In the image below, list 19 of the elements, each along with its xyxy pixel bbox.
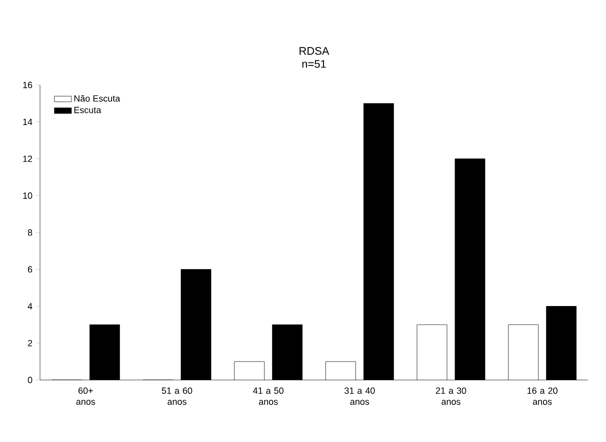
chart-subtitle: n=51	[302, 60, 326, 68]
y-tick-label: 16	[23, 82, 32, 88]
y-tick-label: 10	[23, 192, 32, 199]
y-tick-label: 14	[23, 118, 32, 125]
y-tick-label: 2	[28, 340, 32, 346]
x-tick-label: 60+ anos	[76, 387, 96, 405]
x-tick-label: 21 a 30 anos	[436, 387, 466, 405]
x-tick-label: 16 a 20 anos	[528, 387, 558, 405]
y-tick-label: 6	[28, 266, 32, 273]
chart-title: RDSA	[300, 47, 330, 55]
x-tick-label: 51 a 60 anos	[162, 387, 192, 405]
y-tick-label: 0	[28, 376, 32, 384]
legend-label: Não Escuta	[74, 95, 120, 102]
y-tick-label: 12	[23, 156, 32, 162]
y-tick-label: 8	[28, 229, 32, 236]
y-tick-label: 4	[28, 303, 32, 310]
x-tick-label: 41 a 50 anos	[253, 387, 284, 405]
legend-label: Escuta	[74, 106, 102, 114]
x-tick-label: 31 a 40 anos	[344, 387, 375, 405]
